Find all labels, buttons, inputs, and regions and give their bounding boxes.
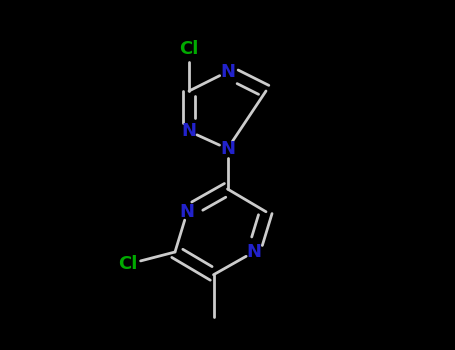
- Text: Cl: Cl: [118, 255, 137, 273]
- Text: N: N: [246, 243, 261, 261]
- Text: N: N: [180, 203, 195, 221]
- Text: Cl: Cl: [179, 40, 199, 58]
- Text: N: N: [220, 63, 235, 81]
- Text: N: N: [220, 140, 235, 158]
- Text: N: N: [182, 122, 197, 140]
